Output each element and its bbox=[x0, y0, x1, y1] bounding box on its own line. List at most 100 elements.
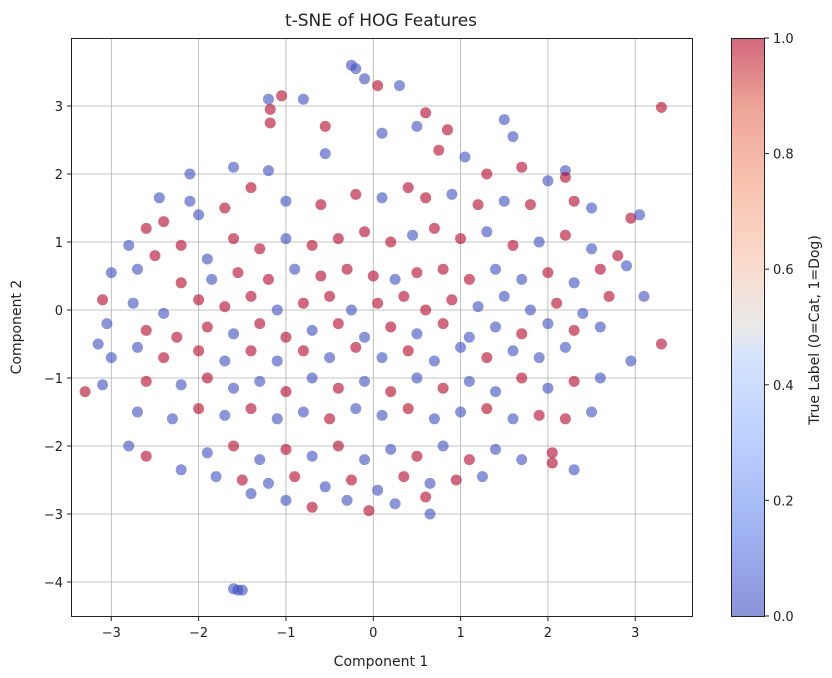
scatter-point bbox=[463, 454, 475, 466]
scatter-point bbox=[546, 447, 558, 459]
scatter-point bbox=[398, 290, 410, 302]
scatter-point bbox=[201, 253, 213, 265]
scatter-point bbox=[201, 447, 213, 459]
scatter-point bbox=[158, 307, 170, 319]
scatter-point bbox=[437, 440, 449, 452]
scatter-point bbox=[533, 409, 545, 421]
scatter-point bbox=[603, 290, 615, 302]
scatter-point bbox=[428, 413, 440, 425]
scatter-point bbox=[175, 277, 187, 289]
scatter-point bbox=[153, 192, 165, 204]
scatter-point bbox=[402, 182, 414, 194]
scatter-point bbox=[402, 403, 414, 415]
scatter-point bbox=[507, 239, 519, 251]
scatter-point bbox=[175, 379, 187, 391]
scatter-point bbox=[315, 199, 327, 211]
x-tick-label: 3 bbox=[631, 626, 639, 641]
scatter-point bbox=[193, 209, 205, 221]
scatter-point bbox=[324, 413, 336, 425]
x-tick-label: −1 bbox=[276, 626, 295, 641]
scatter-point bbox=[297, 93, 309, 105]
scatter-point bbox=[79, 386, 91, 398]
scatter-point bbox=[446, 294, 458, 306]
x-axis-title: Component 1 bbox=[334, 654, 429, 670]
scatter-point bbox=[210, 471, 222, 483]
scatter-point bbox=[481, 352, 493, 364]
scatter-point bbox=[271, 355, 283, 367]
scatter-point bbox=[271, 413, 283, 425]
x-tick-label: −2 bbox=[189, 626, 208, 641]
scatter-point bbox=[498, 114, 510, 126]
scatter-point bbox=[559, 229, 571, 241]
scatter-point bbox=[319, 148, 331, 160]
scatter-point bbox=[359, 226, 371, 238]
scatter-point bbox=[332, 233, 344, 245]
scatter-point bbox=[228, 233, 240, 245]
y-tick-label: −1 bbox=[44, 372, 63, 387]
scatter-point bbox=[276, 90, 288, 102]
scatter-point bbox=[476, 471, 488, 483]
scatter-point bbox=[625, 212, 637, 224]
scatter-point bbox=[472, 199, 484, 211]
scatter-point bbox=[594, 263, 606, 275]
scatter-point bbox=[254, 243, 266, 255]
scatter-point bbox=[232, 267, 244, 279]
scatter-point bbox=[219, 355, 231, 367]
scatter-point bbox=[193, 403, 205, 415]
scatter-point bbox=[385, 321, 397, 333]
scatter-point bbox=[655, 338, 667, 350]
scatter-point bbox=[332, 382, 344, 394]
scatter-point bbox=[271, 304, 283, 316]
scatter-point bbox=[264, 103, 276, 115]
scatter-point bbox=[655, 101, 667, 113]
scatter-point bbox=[140, 222, 152, 234]
colorbar-tick-label: 0.8 bbox=[773, 148, 794, 163]
scatter-point bbox=[568, 324, 580, 336]
scatter-point bbox=[228, 382, 240, 394]
scatter-point bbox=[319, 120, 331, 132]
scatter-point bbox=[306, 450, 318, 462]
scatter-point bbox=[332, 440, 344, 452]
scatter-point bbox=[516, 161, 528, 173]
colorbar-tick-label: 0.2 bbox=[773, 494, 794, 509]
scatter-point bbox=[289, 263, 301, 275]
scatter-point bbox=[524, 304, 536, 316]
scatter-point bbox=[420, 304, 432, 316]
colorbar-frame bbox=[731, 38, 765, 617]
scatter-point bbox=[586, 406, 598, 418]
y-tick-label: −4 bbox=[44, 576, 63, 591]
scatter-point bbox=[559, 171, 571, 183]
scatter-point bbox=[140, 375, 152, 387]
colorbar-gradient bbox=[732, 38, 764, 616]
scatter-point bbox=[551, 297, 563, 309]
scatter-point bbox=[411, 328, 423, 340]
scatter-point bbox=[306, 372, 318, 384]
scatter-point bbox=[306, 501, 318, 513]
scatter-point bbox=[437, 263, 449, 275]
scatter-point bbox=[184, 195, 196, 207]
scatter-point bbox=[306, 324, 318, 336]
colorbar-tick-label: 0.6 bbox=[773, 263, 794, 278]
scatter-point bbox=[131, 263, 143, 275]
scatter-point bbox=[472, 301, 484, 313]
scatter-point bbox=[441, 124, 453, 136]
scatter-point bbox=[428, 222, 440, 234]
scatter-point bbox=[280, 233, 292, 245]
colorbar-tick-label: 0.4 bbox=[773, 379, 794, 394]
scatter-point bbox=[490, 321, 502, 333]
scatter-point bbox=[594, 372, 606, 384]
scatter-point bbox=[123, 440, 135, 452]
scatter-point bbox=[236, 584, 248, 596]
scatter-point bbox=[363, 505, 375, 517]
scatter-point bbox=[254, 375, 266, 387]
colorbar-title: True Label (0=Cat, 1=Dog) bbox=[807, 235, 823, 426]
colorbar: 0.0 0.2 0.4 0.6 0.8 1.0 True Label (0=Cat, 1=… bbox=[731, 32, 823, 625]
scatter-point bbox=[463, 273, 475, 285]
scatter-point bbox=[236, 474, 248, 486]
scatter-point bbox=[398, 471, 410, 483]
scatter-point bbox=[542, 267, 554, 279]
scatter-point bbox=[612, 250, 624, 262]
scatter-point bbox=[184, 168, 196, 180]
scatter-point bbox=[264, 117, 276, 129]
scatter-point bbox=[97, 379, 109, 391]
